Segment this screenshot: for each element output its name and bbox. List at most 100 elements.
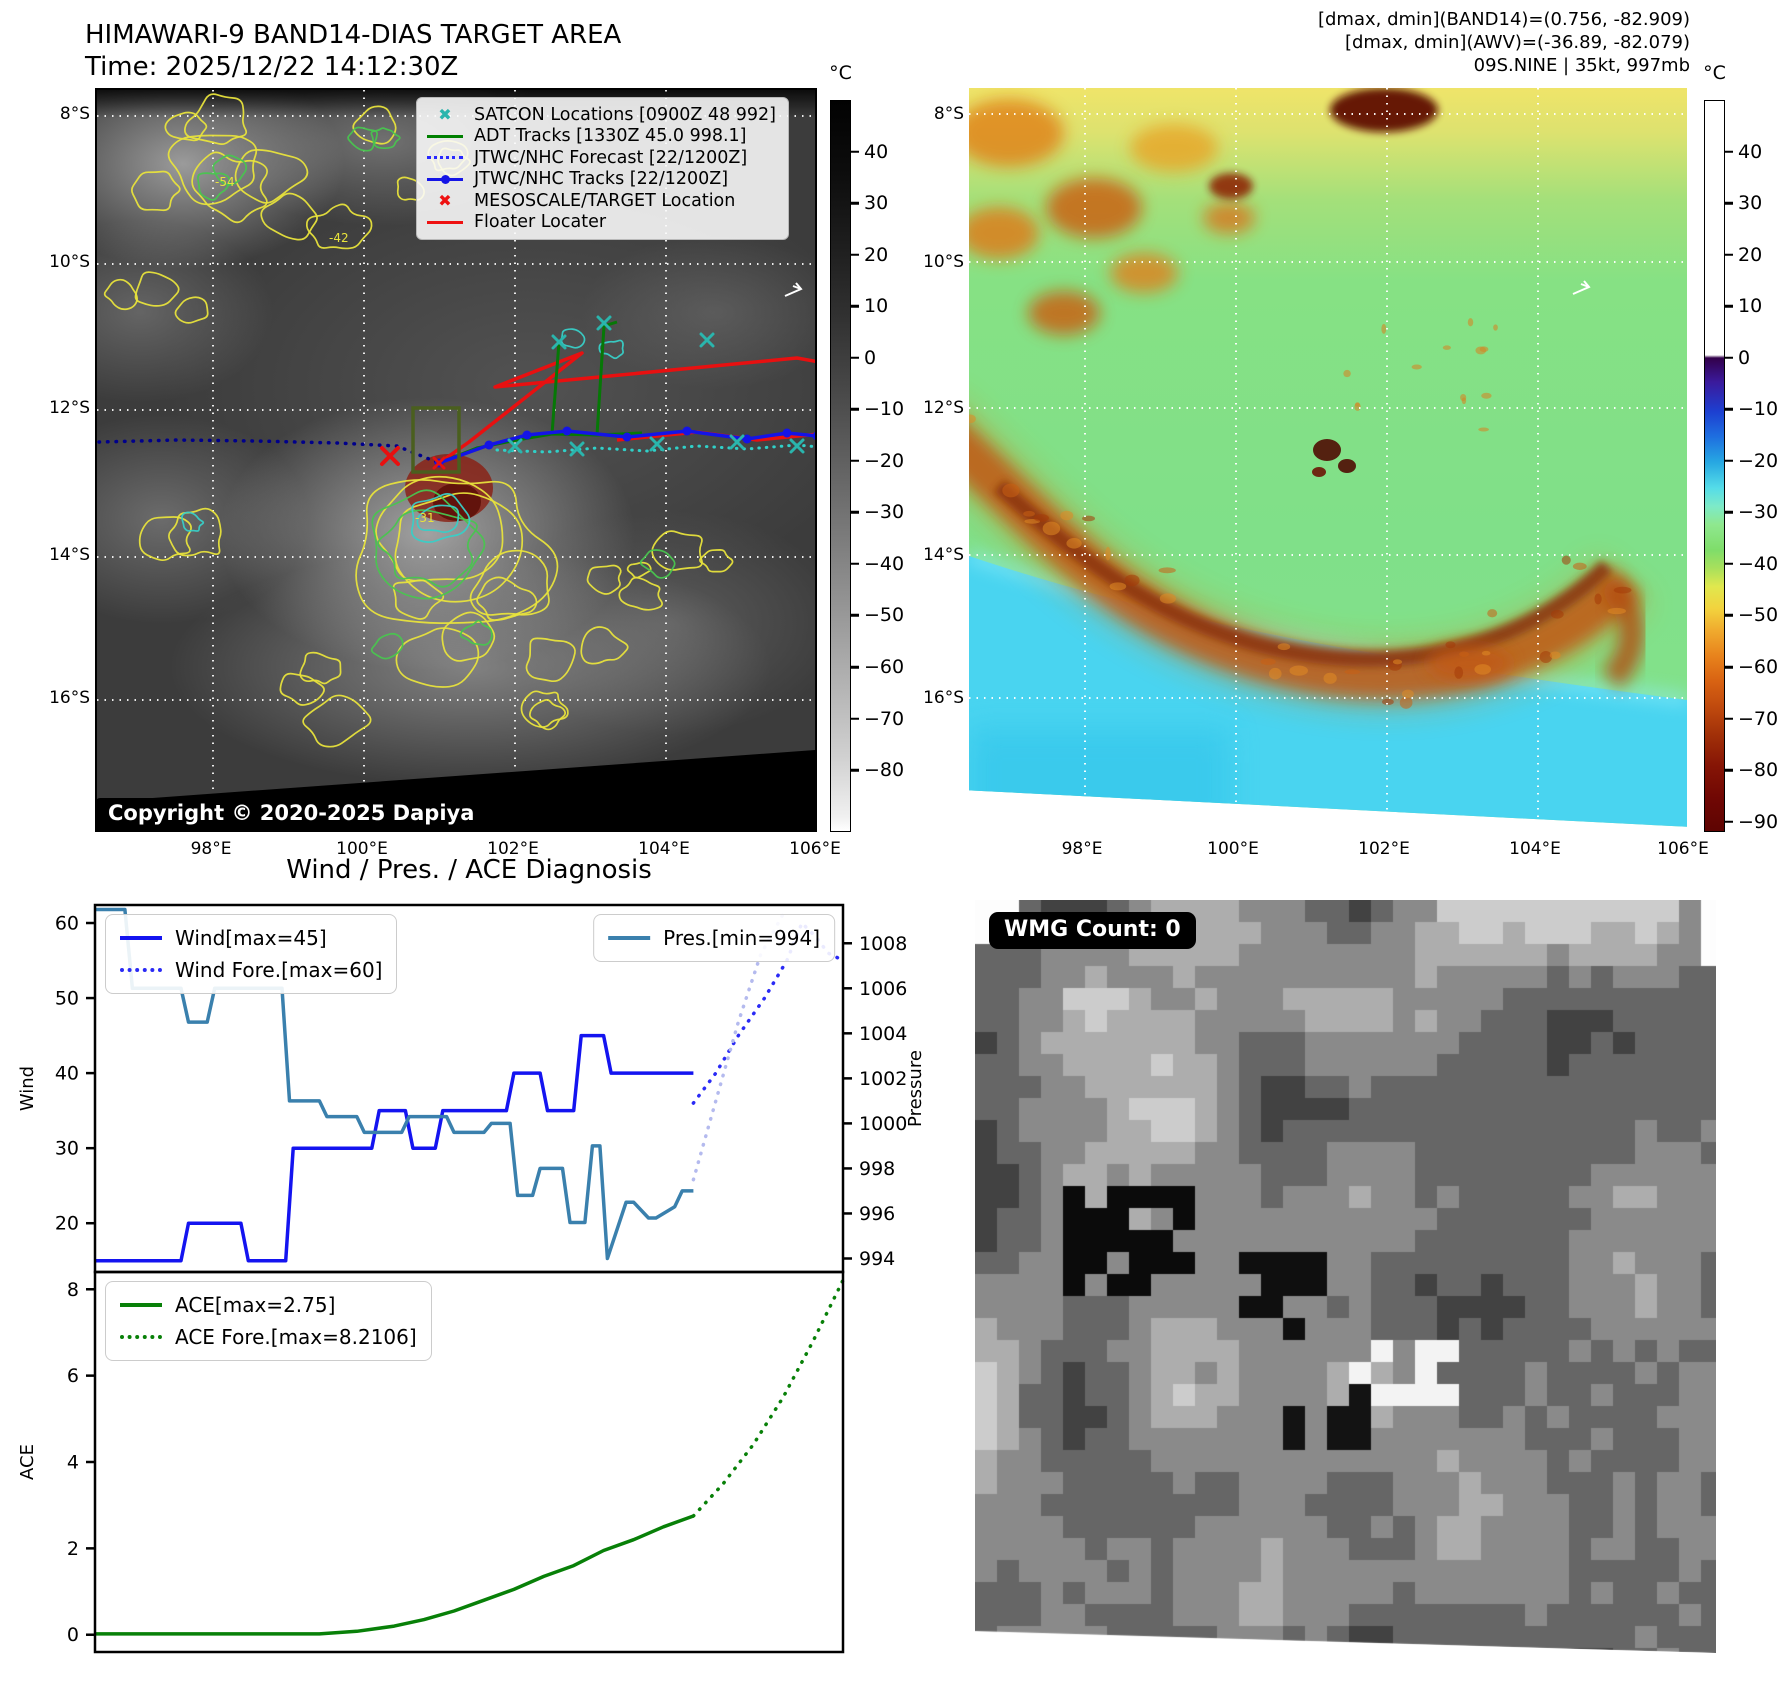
band14-y-tick-label: 12°S	[49, 398, 90, 418]
awv-colorbar-tickmark	[1725, 665, 1733, 669]
chart-legend-item: Pres.[min=994]	[608, 922, 820, 954]
jtwc-track-point	[742, 434, 752, 444]
awv-colorbar-tickmark	[1725, 459, 1733, 463]
awv-x-tick-label: 104°E	[1509, 839, 1561, 859]
y-tick-label: 6	[67, 1365, 79, 1387]
mesoscale-target-icon	[380, 446, 400, 466]
jtwc-track-point	[622, 432, 632, 442]
contour-yellow	[168, 507, 222, 557]
awv-colorbar-tickmark	[1725, 768, 1733, 772]
awv-y-tick-label: 12°S	[923, 398, 964, 418]
chart-legend-label: ACE[max=2.75]	[175, 1293, 336, 1317]
band14-colorbar-tickmark	[851, 768, 859, 772]
solid-line-icon	[426, 134, 463, 138]
satcon-track	[495, 443, 815, 454]
band14-y-tick-label: 16°S	[49, 688, 90, 708]
dotted-line-icon	[120, 968, 162, 972]
band14-colorbar-tickmark	[851, 356, 859, 359]
legend-item: JTWC/NHC Tracks [22/1200Z]	[426, 169, 776, 191]
awv-colorbar-tick-label: −20	[1738, 449, 1779, 472]
contour-yellow	[441, 611, 496, 662]
warm-cloud-blob	[1130, 124, 1218, 172]
warm-cloud-blob	[1046, 178, 1142, 238]
jtwc-track-point	[484, 440, 494, 450]
band-speckle	[1002, 483, 1020, 498]
awv-colorbar-tick-label: −70	[1738, 707, 1779, 730]
y2-tick-label: 1008	[859, 933, 907, 955]
series-ace-max-2-75-	[95, 1514, 694, 1636]
adt-target-box	[411, 406, 461, 474]
contour-cyan	[181, 511, 205, 532]
awv-y-tick-label: 8°S	[933, 104, 964, 124]
band-speckle	[1344, 669, 1361, 675]
band14-time-label: Time: 2025/12/22 14:12:30Z	[85, 52, 459, 82]
band-speckle	[1159, 593, 1177, 604]
band14-colorbar-tickmark	[851, 511, 859, 514]
dotted-line-icon	[120, 1335, 162, 1339]
band-speckle	[1459, 651, 1470, 657]
contour-yellow	[191, 151, 268, 224]
awv-colorbar-tick-label: −60	[1738, 656, 1779, 679]
contour-yellow	[174, 296, 209, 324]
awv-colorbar-tickmark	[1725, 511, 1733, 514]
band14-colorbar-tickmark	[851, 665, 859, 669]
y2-tick-label: 1004	[859, 1023, 907, 1045]
contour-yellow	[167, 134, 258, 206]
band14-colorbar-tickmark	[851, 253, 859, 256]
jtwc-track-point	[522, 430, 532, 440]
contour-green	[639, 549, 676, 579]
y2-tick-label: 1006	[859, 978, 907, 1000]
band-speckle	[1066, 538, 1082, 549]
satcon-location-icon	[729, 434, 745, 450]
band14-x-tick-label: 102°E	[487, 839, 539, 859]
band14-colorbar-tick-label: −20	[864, 449, 905, 472]
band14-colorbar-tick-label: −10	[864, 398, 905, 421]
y2-tick-label: 1002	[859, 1068, 907, 1090]
awv-y-tick-label: 14°S	[923, 545, 964, 565]
contour-yellow	[476, 576, 538, 621]
chart-legend-label: Wind[max=45]	[175, 926, 327, 950]
contour-yellow	[529, 699, 567, 731]
band14-colorbar-tick-label: 10	[864, 295, 889, 318]
legend-item-label: MESOSCALE/TARGET Location	[473, 190, 736, 211]
ne-speckle	[1381, 323, 1387, 334]
series-ace-fore-max-8-2106-	[691, 1278, 845, 1518]
band14-colorbar-unit: °C	[829, 62, 852, 84]
band14-satellite-map: -54 -42 -31 ✖ SATCON Locations [0900Z 48 99…	[95, 88, 817, 832]
contour-green	[370, 127, 401, 150]
info-line-band14: [dmax, dmin](BAND14)=(0.756, -82.909)	[1317, 9, 1690, 30]
band14-y-tick-label: 8°S	[59, 104, 90, 124]
warm-cloud-blob	[1203, 202, 1255, 234]
warm-cloud-blob	[969, 99, 1064, 167]
awv-colorbar	[1704, 100, 1725, 832]
contour-cyan	[598, 339, 624, 360]
contour-yellow	[299, 651, 342, 685]
contour-yellow	[134, 271, 180, 307]
band-speckle	[969, 414, 976, 424]
y2-tick-label: 994	[859, 1248, 895, 1270]
awv-colorbar-tickmark	[1725, 150, 1733, 153]
contour-yellow	[184, 93, 248, 145]
contour-yellow	[352, 105, 397, 145]
awv-x-tick-label: 102°E	[1358, 839, 1410, 859]
contour-yellow	[138, 516, 192, 562]
y-tick-label: 50	[55, 988, 79, 1010]
contour-green	[459, 619, 493, 646]
legend-item-label: Floater Locater	[473, 212, 607, 233]
legend-item-label: SATCON Locations [0900Z 48 992]	[473, 104, 776, 125]
band-speckle	[1392, 659, 1403, 665]
band-speckle	[1082, 515, 1096, 522]
dotted-line-icon	[426, 156, 463, 160]
solid-line-icon	[120, 1303, 162, 1307]
awv-info-block: [dmax, dmin](BAND14)=(0.756, -82.909) [d…	[900, 8, 1690, 77]
band-speckle	[1572, 562, 1587, 571]
info-line-storm: 09S.NINE | 35kt, 997mb	[1473, 55, 1690, 76]
band14-colorbar-tickmark	[851, 408, 859, 411]
solid-line-icon	[426, 220, 463, 224]
y2-axis-title: Pressure	[905, 1050, 926, 1127]
ne-speckle	[1460, 394, 1467, 401]
contour-yellow	[305, 203, 373, 250]
ne-speckle	[1475, 346, 1487, 355]
awv-x-tick-label: 106°E	[1657, 839, 1709, 859]
